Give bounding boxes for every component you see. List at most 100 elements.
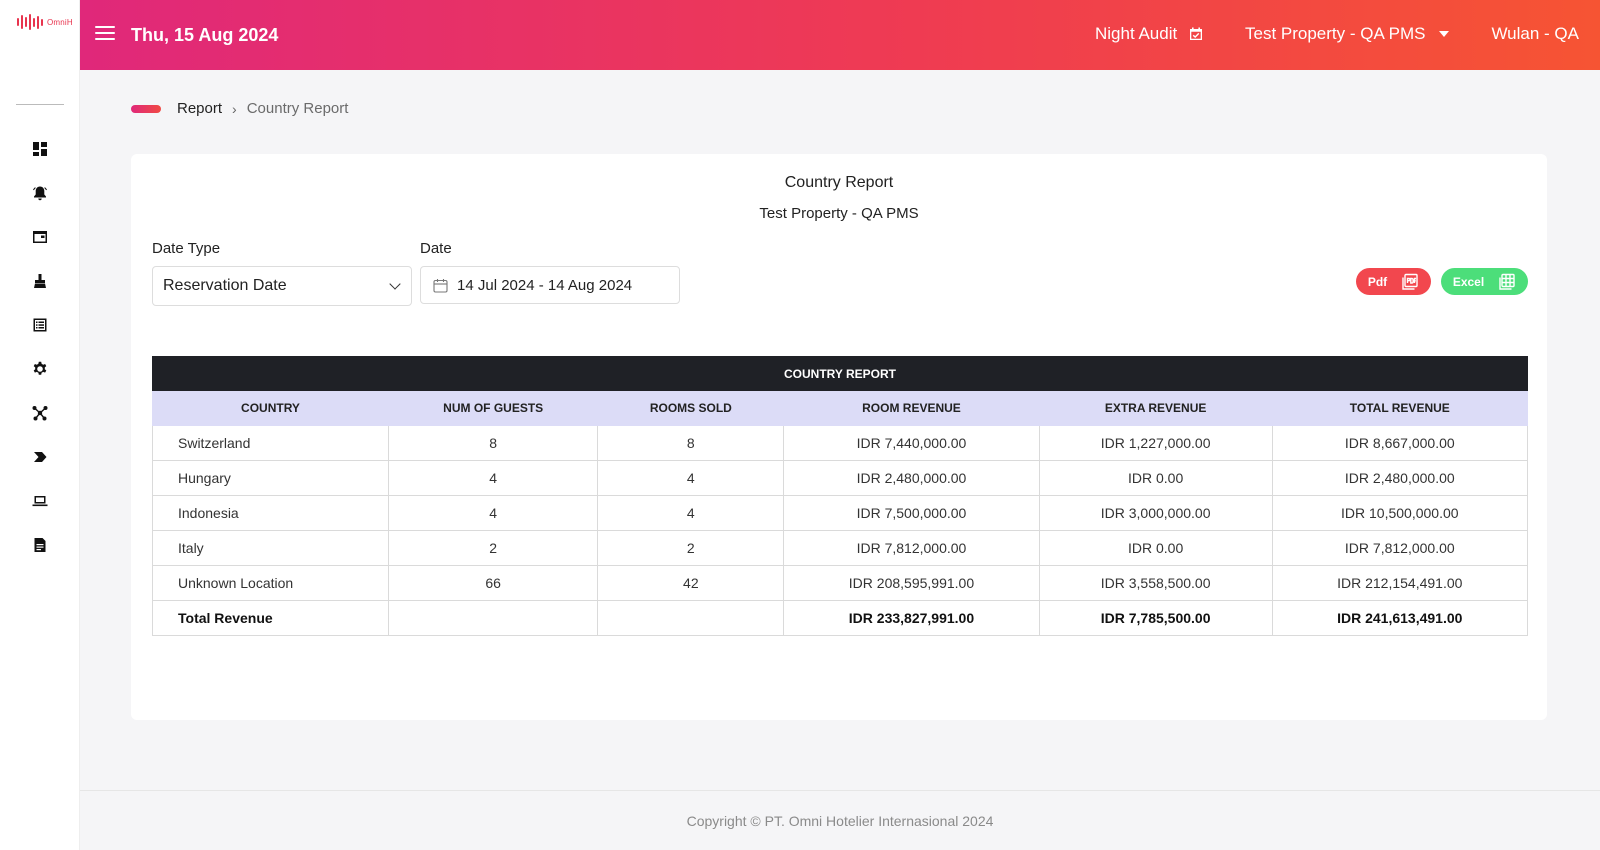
sidebar-item-dashboard[interactable]	[0, 127, 80, 171]
footer: Copyright © PT. Omni Hotelier Internasio…	[80, 790, 1600, 850]
guests-cell: 2	[387, 530, 599, 566]
logo-text: OmniH	[47, 17, 73, 27]
table-row: Switzerland 8 8 IDR 7,440,000.00 IDR 1,2…	[152, 425, 1529, 461]
night-audit-button[interactable]: Night Audit	[1095, 24, 1203, 44]
guests-cell: 4	[387, 495, 599, 531]
total-revenue-cell: IDR 10,500,000.00	[1271, 495, 1529, 531]
gear-icon	[33, 361, 47, 375]
country-cell: Switzerland	[152, 425, 389, 461]
total-extra-revenue-cell: IDR 7,785,500.00	[1038, 600, 1273, 636]
date-type-label: Date Type	[152, 240, 221, 257]
calendar-check-icon	[1190, 27, 1203, 40]
window-icon	[33, 231, 47, 243]
date-type-value: Reservation Date	[163, 277, 287, 294]
sidebar-item-tags[interactable]	[0, 435, 80, 479]
date-label: Date	[420, 240, 452, 257]
total-room-revenue-cell: IDR 233,827,991.00	[783, 600, 1040, 636]
room-revenue-cell: IDR 208,595,991.00	[783, 565, 1040, 601]
table-row: Italy 2 2 IDR 7,812,000.00 IDR 0.00 IDR …	[152, 530, 1529, 566]
total-revenue-cell: IDR 212,154,491.00	[1271, 565, 1529, 601]
sidebar-item-integrations[interactable]	[0, 391, 80, 435]
rooms-sold-cell: 2	[597, 530, 785, 566]
breadcrumb-report-link[interactable]: Report	[177, 100, 223, 117]
omnih-logo[interactable]: OmniH	[17, 14, 73, 30]
date-range-picker[interactable]: 14 Jul 2024 - 14 Aug 2024	[420, 266, 680, 304]
table-row: Unknown Location 66 42 IDR 208,595,991.0…	[152, 565, 1529, 601]
property-selector[interactable]: Test Property - QA PMS	[1245, 24, 1450, 44]
top-header: Thu, 15 Aug 2024 Night Audit Test Proper…	[80, 0, 1600, 70]
tag-icon	[34, 452, 47, 462]
sidebar-item-alarms[interactable]	[0, 171, 80, 215]
total-label-cell: Total Revenue	[152, 600, 389, 636]
night-audit-label: Night Audit	[1095, 24, 1178, 43]
country-cell: Indonesia	[152, 495, 389, 531]
business-date: Thu, 15 Aug 2024	[131, 25, 279, 45]
date-range-value: 14 Jul 2024 - 14 Aug 2024	[457, 276, 633, 294]
caret-down-icon	[1439, 31, 1450, 37]
breadcrumb: Report › Country Report	[131, 100, 348, 117]
column-header-country: COUNTRY	[152, 390, 389, 426]
rooms-sold-cell: 42	[597, 565, 785, 601]
logo-bars-icon	[17, 14, 43, 30]
sidebar-item-housekeeping[interactable]	[0, 259, 80, 303]
country-cell: Unknown Location	[152, 565, 389, 601]
list-icon	[33, 318, 47, 332]
extra-revenue-cell: IDR 0.00	[1038, 460, 1273, 496]
total-revenue-cell: IDR 2,480,000.00	[1271, 460, 1529, 496]
extra-revenue-cell: IDR 3,558,500.00	[1038, 565, 1273, 601]
table-title: COUNTRY REPORT	[152, 356, 1528, 391]
total-revenue-row: Total Revenue IDR 233,827,991.00 IDR 7,7…	[152, 600, 1529, 636]
chevron-down-icon	[389, 278, 401, 290]
breadcrumb-pill-icon	[131, 104, 161, 113]
sidebar-item-devices[interactable]	[0, 479, 80, 523]
column-header-room-revenue: ROOM REVENUE	[783, 390, 1040, 426]
chevron-right-icon: ›	[232, 100, 237, 117]
guests-cell: 8	[387, 425, 599, 461]
sidebar-divider	[16, 104, 64, 105]
extra-revenue-cell: IDR 3,000,000.00	[1038, 495, 1273, 531]
user-menu[interactable]: Wulan - QA	[1491, 24, 1579, 43]
report-subtitle: Test Property - QA PMS	[759, 205, 919, 222]
excel-label: Excel	[1452, 274, 1485, 289]
guests-cell: 66	[387, 565, 599, 601]
sidebar: OmniH	[0, 0, 80, 850]
total-revenue-cell: IDR 8,667,000.00	[1271, 425, 1529, 461]
property-name: Test Property - QA PMS	[1245, 24, 1426, 43]
date-type-select[interactable]: Reservation Date	[152, 266, 412, 306]
sidebar-item-rooms[interactable]	[0, 215, 80, 259]
total-rooms-sold-cell	[597, 600, 785, 636]
report-title: Country Report	[784, 174, 894, 191]
table-row: Indonesia 4 4 IDR 7,500,000.00 IDR 3,000…	[152, 495, 1529, 531]
pdf-label: Pdf	[1367, 274, 1388, 289]
sidebar-item-reports-list[interactable]	[0, 303, 80, 347]
extra-revenue-cell: IDR 0.00	[1038, 530, 1273, 566]
room-revenue-cell: IDR 7,812,000.00	[783, 530, 1040, 566]
alarm-bell-icon	[33, 186, 47, 201]
cleaning-icon	[34, 274, 46, 288]
room-revenue-cell: IDR 7,500,000.00	[783, 495, 1040, 531]
rooms-sold-cell: 8	[597, 425, 785, 461]
sidebar-item-documents[interactable]	[0, 523, 80, 567]
rooms-sold-cell: 4	[597, 495, 785, 531]
pdf-file-icon	[1402, 273, 1418, 290]
breadcrumb-current: Country Report	[246, 100, 349, 117]
spreadsheet-icon	[1499, 273, 1515, 290]
country-cell: Hungary	[152, 460, 389, 496]
grand-total-revenue-cell: IDR 241,613,491.00	[1271, 600, 1529, 636]
copyright-text: Copyright © PT. Omni Hotelier Internasio…	[686, 813, 994, 829]
total-guests-cell	[387, 600, 599, 636]
menu-toggle-icon[interactable]	[95, 26, 115, 42]
laptop-icon	[32, 496, 48, 507]
room-revenue-cell: IDR 7,440,000.00	[783, 425, 1040, 461]
rooms-sold-cell: 4	[597, 460, 785, 496]
column-header-rooms-sold: ROOMS SOLD	[597, 390, 785, 426]
report-card: Country Report Test Property - QA PMS Da…	[131, 154, 1547, 720]
column-header-num-of-guests: NUM OF GUESTS	[387, 390, 599, 426]
export-pdf-button[interactable]: Pdf	[1356, 268, 1431, 295]
document-icon	[34, 538, 46, 552]
export-excel-button[interactable]: Excel	[1441, 268, 1528, 295]
country-cell: Italy	[152, 530, 389, 566]
sidebar-item-settings[interactable]	[0, 347, 80, 391]
country-report-table: COUNTRY REPORT COUNTRY NUM OF GUESTS ROO…	[152, 356, 1529, 636]
guests-cell: 4	[387, 460, 599, 496]
